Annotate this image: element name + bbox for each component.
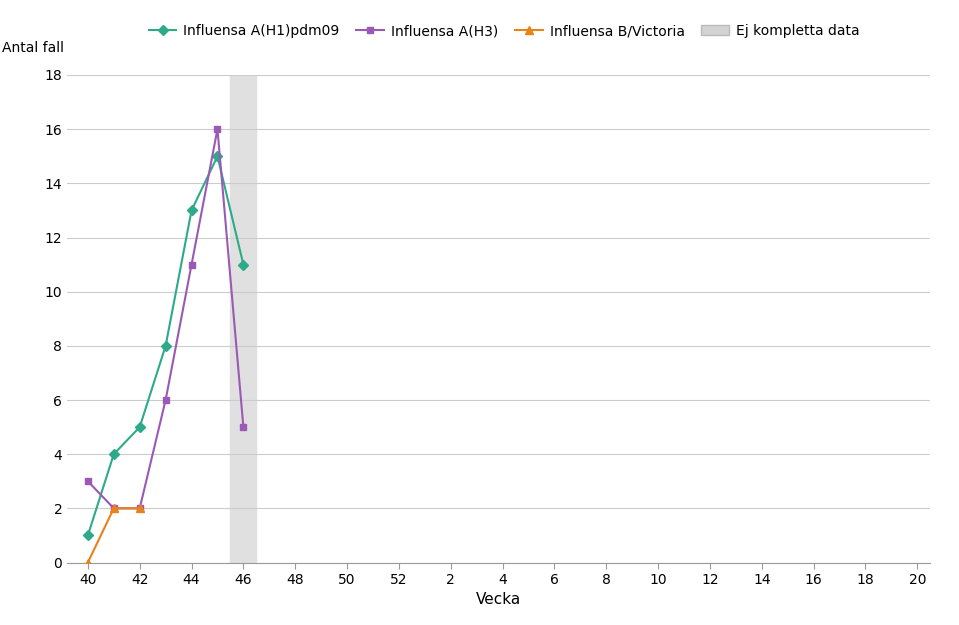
Influensa A(H1)pdm09: [160, 342, 172, 349]
Influensa A(H1)pdm09: [82, 532, 94, 539]
Influensa B/Victoria: [108, 504, 120, 512]
Influensa B/Victoria: [82, 559, 94, 566]
Influensa A(H3): [134, 504, 146, 512]
X-axis label: Vecka: Vecka: [476, 592, 522, 608]
Line: Influensa A(H1)pdm09: Influensa A(H1)pdm09: [84, 152, 246, 539]
Influensa A(H3): [160, 396, 172, 404]
Line: Influensa A(H3): Influensa A(H3): [84, 126, 246, 512]
Influensa A(H3): [238, 423, 249, 431]
Influensa A(H1)pdm09: [186, 207, 198, 214]
Influensa A(H1)pdm09: [238, 261, 249, 268]
Influensa A(H3): [186, 261, 198, 268]
Influensa A(H3): [212, 126, 223, 133]
Bar: [230, 75, 256, 562]
Influensa A(H1)pdm09: [108, 451, 120, 458]
Legend: Influensa A(H1)pdm09, Influensa A(H3), Influensa B/Victoria, Ej kompletta data: Influensa A(H1)pdm09, Influensa A(H3), I…: [143, 19, 865, 44]
Influensa A(H1)pdm09: [134, 423, 146, 431]
Influensa A(H1)pdm09: [212, 152, 223, 160]
Influensa A(H3): [82, 478, 94, 485]
Text: Antal fall: Antal fall: [3, 41, 64, 56]
Line: Influensa B/Victoria: Influensa B/Victoria: [83, 504, 144, 567]
Influensa B/Victoria: [134, 504, 146, 512]
Influensa A(H3): [108, 504, 120, 512]
